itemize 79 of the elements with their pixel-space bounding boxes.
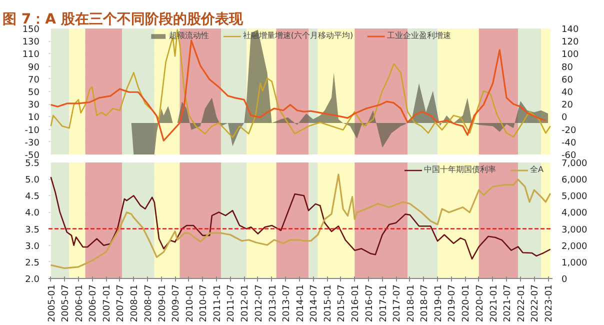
x-tick-label: 2018-01	[406, 284, 416, 322]
y2-tick-label: -60	[562, 151, 576, 161]
x-tick-label: 2015-07	[337, 284, 348, 322]
x-tick-label: 2008-01	[130, 284, 140, 322]
x-tick-label: 2007-01	[102, 284, 113, 322]
legend-label: 全A	[530, 164, 544, 175]
y-tick-label: 10	[28, 113, 40, 124]
y-tick-label: 3.0	[25, 242, 40, 252]
y2-tick-label: 40	[562, 88, 574, 98]
y2-tick-label: 140	[562, 25, 579, 35]
x-tick-label: 2011-01	[213, 284, 224, 322]
y2-tick-label: 1,000	[562, 258, 588, 268]
y-tick-label: 130	[22, 38, 40, 48]
x-tick-label: 2005-01	[47, 284, 58, 322]
y-tick-label: 5.0	[25, 176, 40, 186]
x-tick-label: 2018-07	[420, 284, 430, 322]
x-tick-label: 2012-07	[254, 284, 264, 322]
y2-tick-label: 5,000	[562, 192, 588, 202]
x-tick-label: 2010-01	[185, 284, 196, 322]
x-tick-label: 2022-07	[530, 284, 541, 322]
x-tick-label: 2020-07	[475, 284, 486, 322]
x-tick-label: 2017-07	[392, 284, 403, 322]
y-tick-label: 50	[28, 88, 40, 98]
x-tick-label: 2006-07	[88, 284, 99, 322]
y-tick-label: 4.5	[25, 192, 40, 202]
x-tick-label: 2020-01	[462, 284, 472, 322]
y-tick-label: 2.5	[25, 258, 40, 268]
y2-tick-label: 80	[562, 62, 574, 73]
y-tick-label: 2.0	[25, 275, 40, 285]
y-tick-label: 70	[28, 75, 40, 86]
x-tick-label: 2016-07	[364, 284, 375, 322]
y2-tick-label: -40	[562, 138, 576, 148]
x-tick-label: 2005-07	[61, 284, 72, 322]
x-tick-label: 2019-01	[434, 284, 444, 322]
x-tick-label: 2015-01	[324, 284, 334, 322]
y2-tick-label: 120	[562, 38, 579, 48]
y-tick-label: -50	[24, 151, 40, 161]
legend-label: 工业企业盈利增速	[387, 30, 452, 41]
y-tick-label: 3.5	[25, 225, 40, 236]
x-tick-label: 2023-01	[544, 284, 555, 322]
y2-tick-label: 0	[562, 275, 568, 285]
legend-label: 社融增量增速(六个月移动平均)	[242, 30, 354, 41]
y2-tick-label: 4,000	[562, 208, 588, 219]
x-tick-label: 2021-01	[489, 284, 500, 322]
y-tick-label: 4.0	[25, 208, 40, 219]
y-tick-label: 110	[22, 50, 40, 60]
y-tick-label: 90	[28, 62, 40, 73]
x-tick-label: 2012-01	[240, 284, 251, 322]
y2-tick-label: 2,000	[562, 242, 588, 252]
y2-tick-label: 3,000	[562, 225, 588, 236]
y-tick-label: -10	[24, 126, 40, 136]
y-tick-label: -30	[24, 138, 40, 148]
x-tick-label: 2009-01	[158, 284, 168, 322]
y-tick-label: 30	[28, 100, 40, 111]
y-tick-label: 5.5	[25, 159, 40, 169]
x-tick-label: 2019-07	[448, 284, 458, 322]
x-tick-label: 2014-01	[296, 284, 306, 322]
y2-tick-label: 0	[562, 113, 568, 124]
x-tick-label: 2010-07	[199, 284, 210, 322]
x-tick-label: 2022-01	[516, 284, 527, 322]
y2-tick-label: 6,000	[562, 176, 588, 186]
x-tick-label: 2017-01	[378, 284, 389, 322]
y-tick-label: 150	[22, 25, 40, 35]
x-tick-label: 2013-01	[268, 284, 278, 322]
y2-tick-label: -20	[562, 126, 576, 136]
x-tick-label: 2014-07	[310, 284, 320, 322]
y2-tick-label: 60	[562, 75, 574, 86]
x-tick-label: 2006-01	[74, 284, 85, 322]
x-tick-label: 2021-07	[503, 284, 514, 322]
x-tick-label: 2016-01	[351, 284, 362, 322]
x-tick-label: 2009-07	[172, 284, 182, 322]
x-tick-label: 2013-07	[282, 284, 292, 322]
x-tick-label: 2011-07	[226, 284, 237, 322]
y2-tick-label: 20	[562, 100, 574, 111]
x-tick-label: 2007-07	[116, 284, 126, 322]
legend-label: 中国十年期国债利率	[424, 164, 496, 175]
y2-tick-label: 7,000	[562, 159, 588, 169]
y2-tick-label: 100	[562, 50, 579, 60]
x-tick-label: 2008-07	[144, 284, 154, 322]
